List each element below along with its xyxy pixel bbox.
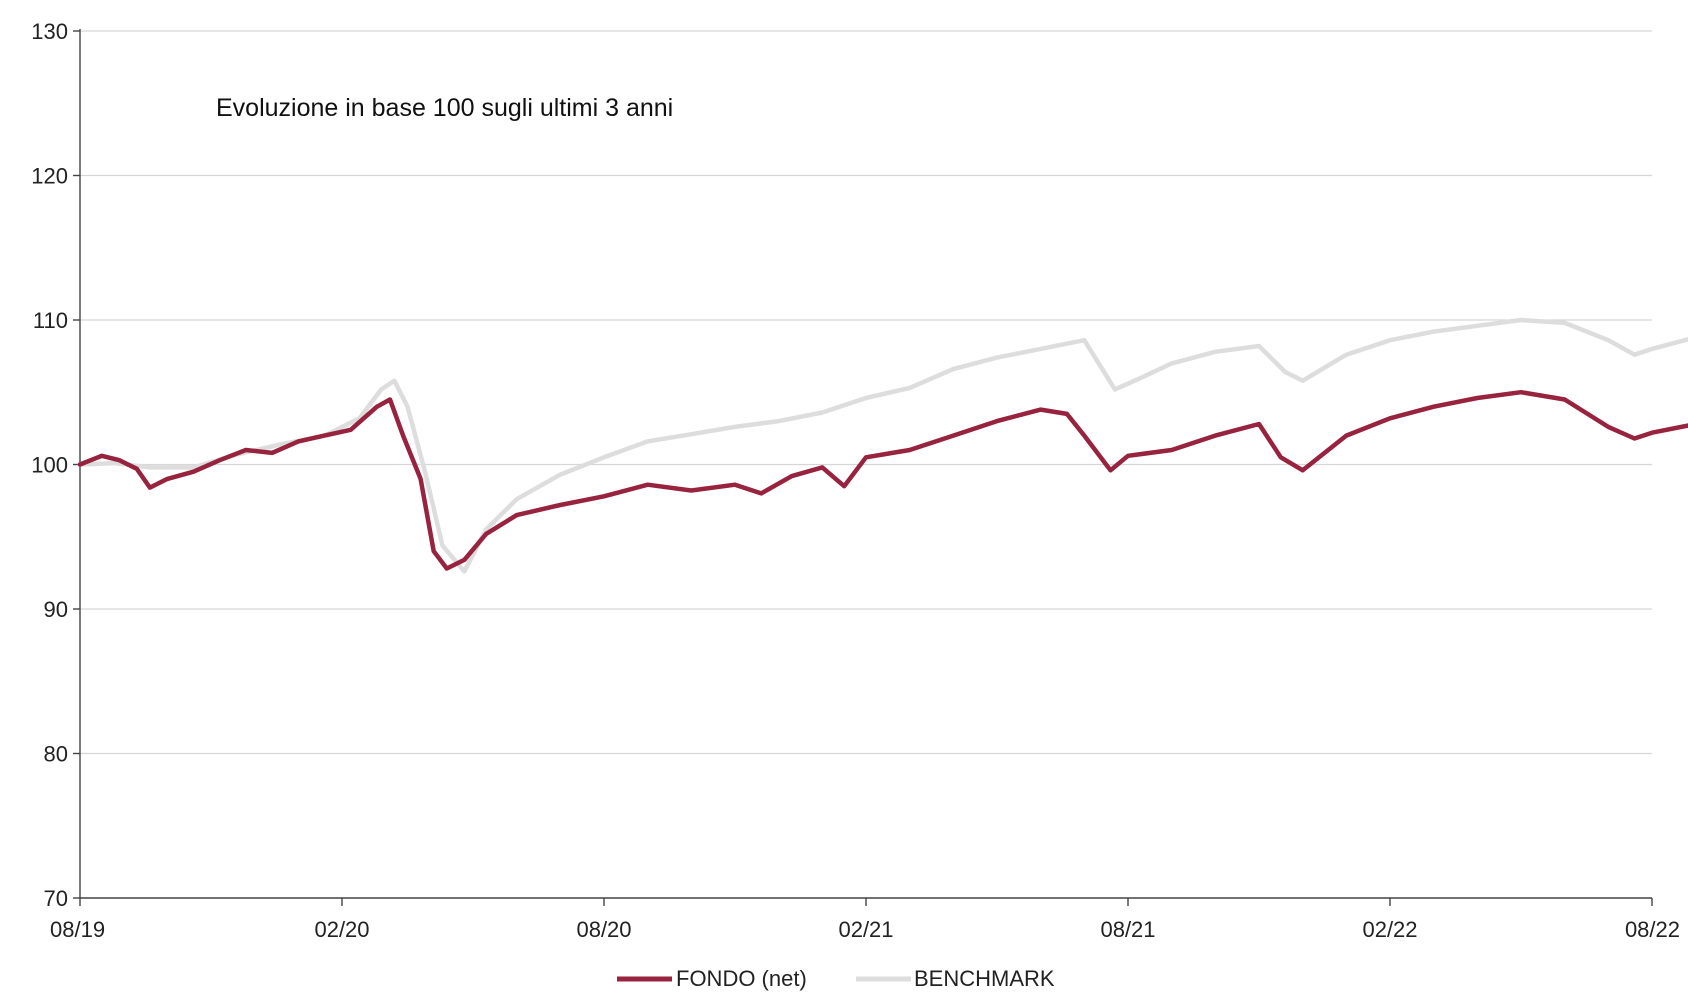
x-tick-label: 08/20 [576,917,631,942]
legend-label: FONDO (net) [676,966,807,991]
x-tick-label: 08/22 [1625,917,1680,942]
series-layer [77,317,1688,574]
x-tick-label: 02/20 [314,917,369,942]
grid-layer [80,30,1652,755]
legend-item-fondo: FONDO (net) [617,966,807,991]
series-line-benchmark [77,317,1688,574]
x-tick-label: 02/21 [838,917,893,942]
y-tick-label: 100 [31,453,68,478]
y-tick-label: 70 [44,886,68,911]
y-tick-label: 110 [33,308,68,333]
x-tick-label: 02/22 [1362,917,1417,942]
y-tick-label: 90 [44,597,68,622]
x-tick-label: 08/21 [1100,917,1155,942]
series-line-fondo [77,389,1688,571]
legend-label: BENCHMARK [914,966,1055,991]
legend-item-benchmark: BENCHMARK [856,966,1055,991]
x-tick-label: 08/19 [50,917,105,942]
y-tick-label: 80 [44,742,68,767]
y-tick-label: 120 [31,164,68,189]
axis-layer: 70 80 90 100 110 120 130 08/19 02/20 08/20 02/21 08… [31,19,1680,942]
chart-title: Evoluzione in base 100 sugli ultimi 3 an… [216,94,673,122]
legend: FONDO (net) BENCHMARK [617,966,1055,991]
y-tick-label: 130 [31,19,68,44]
